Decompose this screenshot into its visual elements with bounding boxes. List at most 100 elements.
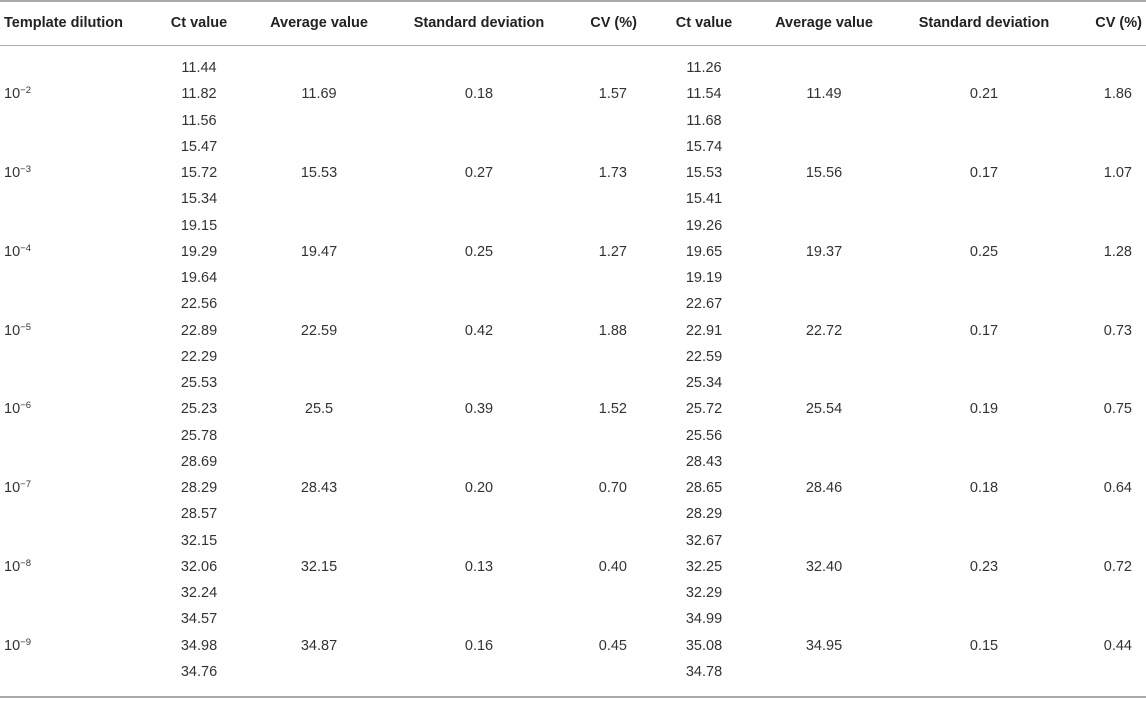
dilution-base: 10 [4,322,21,339]
cv-cell: 1.28 [1103,243,1132,260]
average-value-cell: 15.53 [300,165,338,181]
average-value-cell: 22.72 [805,322,843,339]
ct-value-cell: 25.34 [685,375,723,391]
ct-value-cell: 15.41 [685,191,723,208]
ct-value-cell: 28.57 [180,506,218,523]
ct-value-cell: 28.29 [685,506,723,523]
ct-value-cell: 22.91 [685,322,723,339]
dilution-label: 10−4 [4,242,31,262]
ct-value-cell: 19.19 [685,270,723,286]
dilution-exponent: −9 [20,636,31,648]
average-value-cell: 34.87 [300,637,338,654]
average-value-cell: 11.69 [301,86,337,103]
dilution-exponent: −4 [20,242,31,254]
ct-value-cell: 32.24 [180,585,218,601]
standard-deviation-cell: 0.25 [969,243,999,260]
average-value-cell: 19.47 [300,243,338,260]
ct-value-cell: 28.69 [180,453,218,470]
ct-value-cell: 15.47 [180,138,218,155]
ct-value-cell: 34.98 [180,637,218,654]
header-rule [0,45,1146,46]
dilution-label: 10−6 [4,399,31,419]
standard-deviation-cell: 0.17 [969,322,999,339]
ct-value-cell: 25.78 [180,427,218,444]
header-average-value-2: Average value [775,15,873,31]
average-value-cell: 22.59 [300,322,338,339]
ct-value-cell: 22.56 [180,296,218,313]
dilution-base: 10 [4,637,21,654]
cv-cell: 1.52 [598,401,627,418]
ct-value-cell: 34.78 [685,663,723,680]
standard-deviation-cell: 0.16 [464,637,494,654]
dilution-base: 10 [4,165,21,181]
cv-cell: 1.57 [598,86,627,103]
standard-deviation-cell: 0.17 [969,165,999,181]
header-ct-value-1: Ct value [170,15,228,31]
average-value-cell: 28.43 [300,480,338,496]
ct-value-cell: 15.74 [685,138,723,155]
standard-deviation-cell: 0.15 [969,637,999,654]
standard-deviation-cell: 0.39 [464,401,494,418]
cv-cell: 0.75 [1103,401,1132,418]
ct-value-cell: 25.23 [180,401,218,418]
dilution-base: 10 [4,480,21,496]
standard-deviation-cell: 0.18 [969,480,999,496]
standard-deviation-cell: 0.25 [464,243,494,260]
dilution-exponent: −2 [20,85,31,97]
ct-value-cell: 19.15 [180,217,218,234]
dilution-base: 10 [4,86,21,103]
cv-cell: 1.86 [1103,86,1132,103]
cv-cell: 0.44 [1103,637,1132,654]
ct-value-cell: 34.76 [180,663,218,680]
dilution-label: 10−5 [4,321,31,341]
header-standard-deviation-1: Standard deviation [413,15,545,31]
ct-value-cell: 15.34 [180,191,218,208]
ct-value-cell: 19.65 [685,243,723,260]
dilution-exponent: −8 [20,557,31,569]
ct-value-cell: 19.64 [180,270,218,286]
ct-value-cell: 11.82 [181,86,217,103]
standard-deviation-cell: 0.13 [464,558,494,575]
cv-cell: 1.73 [598,165,627,181]
header-template-dilution: Template dilution [4,15,123,31]
dilution-label: 10−3 [4,163,31,183]
average-value-cell: 11.49 [806,86,842,103]
cv-cell: 0.40 [598,558,627,575]
ct-value-cell: 28.43 [685,453,723,470]
ct-value-cell: 15.53 [685,165,723,181]
average-value-cell: 25.5 [304,401,334,418]
ct-value-cell: 35.08 [685,637,723,654]
dilution-label: 10−2 [4,84,31,104]
average-value-cell: 15.56 [805,165,843,181]
dilution-exponent: −5 [20,321,31,333]
header-cv-2: CV (%) [1095,15,1142,31]
dilution-label: 10−8 [4,557,31,577]
dilution-exponent: −7 [20,479,31,490]
ct-value-cell: 19.26 [685,217,723,234]
ct-value-cell: 11.56 [181,112,217,129]
standard-deviation-cell: 0.19 [969,401,999,418]
ct-value-cell: 28.29 [180,480,218,496]
standard-deviation-cell: 0.23 [969,558,999,575]
dilution-exponent: −6 [20,400,31,412]
cv-cell: 1.07 [1103,165,1132,181]
ct-value-cell: 32.06 [180,558,218,575]
cv-cell: 0.72 [1103,558,1132,575]
standard-deviation-cell: 0.20 [464,480,494,496]
top-rule [0,0,1146,2]
standard-deviation-cell: 0.27 [464,165,494,181]
standard-deviation-cell: 0.42 [464,322,494,339]
dilution-base: 10 [4,243,21,260]
cv-cell: 0.73 [1103,322,1132,339]
average-value-cell: 25.54 [805,401,843,418]
ct-value-cell: 28.65 [685,480,723,496]
ct-value-cell: 32.25 [685,558,723,575]
dilution-base: 10 [4,558,21,575]
standard-deviation-cell: 0.18 [464,86,494,103]
average-value-cell: 32.40 [805,558,843,575]
average-value-cell: 34.95 [805,637,843,654]
average-value-cell: 32.15 [300,558,338,575]
ct-value-cell: 11.54 [686,86,722,103]
dilution-base: 10 [4,401,21,418]
ct-value-cell: 25.72 [685,401,723,418]
